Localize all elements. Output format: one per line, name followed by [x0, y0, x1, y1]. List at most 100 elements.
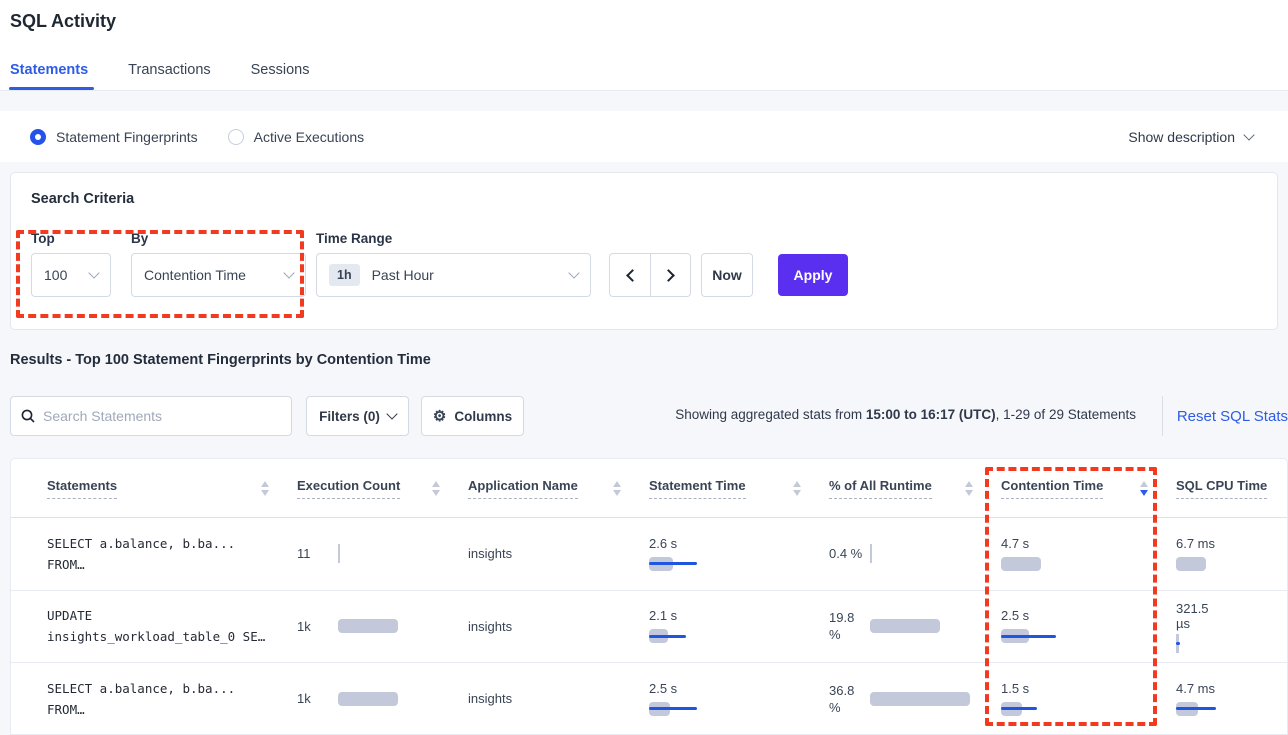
column-header-label: Execution Count — [297, 478, 401, 499]
view-toggle-bar: Statement Fingerprints Active Executions… — [0, 111, 1288, 162]
search-input[interactable] — [43, 408, 281, 424]
tab-sessions[interactable]: Sessions — [250, 62, 310, 78]
contention-time-cell: 4.7 s — [1001, 536, 1176, 572]
cell-value: insights — [468, 618, 513, 634]
time-range-label: Time Range — [316, 231, 393, 246]
contention-time-cell: 2.5 s — [1001, 608, 1176, 644]
tab-bar: Statements Transactions Sessions — [8, 62, 310, 90]
contention-time-bar — [1001, 556, 1176, 572]
bar-gray-segment — [338, 691, 398, 706]
bar-blue-line — [649, 562, 697, 566]
column-header-application-name[interactable]: Application Name — [468, 478, 649, 499]
sort-asc-icon — [793, 480, 801, 487]
time-range-value: Past Hour — [371, 267, 434, 283]
runtime-pct-cell: 0.4 % — [829, 543, 1001, 563]
column-header-statements[interactable]: Statements — [47, 478, 297, 499]
column-header--of-all-runtime[interactable]: % of All Runtime — [829, 478, 1001, 499]
runtime-pct-bar — [870, 618, 1001, 634]
statement-line2: insights_workload_table_0 SE… — [47, 629, 266, 645]
chevron-left-icon — [625, 268, 639, 282]
sort-arrows-icon — [432, 480, 440, 496]
filters-button[interactable]: Filters (0) — [306, 396, 409, 436]
bar-gray-segment — [870, 619, 940, 634]
aggregated-stats-text: Showing aggregated stats from 15:00 to 1… — [675, 407, 1136, 422]
application-name-cell: insights — [468, 546, 649, 561]
statement-line2: FROM… — [47, 701, 85, 717]
sort-asc-icon — [261, 480, 269, 487]
apply-button[interactable]: Apply — [778, 254, 848, 296]
sql-cpu-time-bar — [1176, 633, 1287, 653]
radio-statement-fingerprints[interactable]: Statement Fingerprints — [30, 128, 198, 145]
column-header-execution-count[interactable]: Execution Count — [297, 478, 468, 499]
execution-count-cell: 11 — [297, 543, 468, 563]
cell-value: 2.5 s — [649, 680, 678, 696]
cell-value: 1k — [297, 691, 311, 707]
chevron-down-icon — [1243, 128, 1255, 141]
chevron-down-icon — [568, 267, 580, 279]
sort-desc-icon — [793, 489, 801, 496]
cell-value: 11 — [297, 546, 311, 562]
by-dropdown[interactable]: Contention Time — [131, 253, 306, 297]
search-box — [10, 396, 292, 436]
statement-cell[interactable]: SELECT a.balance, b.ba... FROM… — [47, 678, 297, 720]
column-header-contention-time[interactable]: Contention Time — [1001, 478, 1176, 499]
table-controls-row: Filters (0) ⚙ Columns Showing aggregated… — [10, 396, 1288, 436]
cell-value: 2.1 s — [649, 608, 678, 624]
chevron-down-icon — [88, 267, 100, 279]
execution-count-bar — [338, 618, 468, 634]
by-value: Contention Time — [144, 267, 246, 283]
column-header-label: Contention Time — [1001, 478, 1104, 499]
stats-time-range: 15:00 to 16:17 (UTC) — [865, 407, 996, 422]
runtime-pct-cell: 19.8% — [829, 609, 1001, 643]
tab-transactions[interactable]: Transactions — [128, 62, 211, 78]
cell-value: 36.8% — [829, 682, 855, 715]
table-row: UPDATE insights_workload_table_0 SE… 1k ins… — [11, 591, 1287, 663]
previous-time-button[interactable] — [610, 254, 650, 296]
cell-value: 4.7 s — [1001, 535, 1030, 551]
cell-value: 0.4 % — [829, 546, 863, 562]
sort-desc-icon — [432, 489, 440, 496]
time-range-dropdown[interactable]: 1h Past Hour — [316, 253, 591, 297]
statement-cell[interactable]: SELECT a.balance, b.ba... FROM… — [47, 533, 297, 575]
reset-sql-stats-link[interactable]: Reset SQL Stats — [1176, 407, 1288, 425]
radio-active-executions[interactable]: Active Executions — [227, 128, 364, 145]
show-description-toggle[interactable]: Show description — [1128, 128, 1255, 145]
bar-gray-segment — [1001, 556, 1041, 571]
column-header-sql-cpu-time[interactable]: SQL CPU Time — [1176, 478, 1287, 499]
statement-cell[interactable]: UPDATE insights_workload_table_0 SE… — [47, 605, 297, 647]
sort-arrows-icon — [965, 480, 973, 496]
search-criteria-heading: Search Criteria — [31, 191, 135, 207]
bar-gray-segment — [338, 543, 340, 563]
sql-cpu-time-cell: 6.7 ms — [1176, 536, 1287, 572]
cell-value: 1k — [297, 618, 311, 634]
sort-arrows-icon — [793, 480, 801, 496]
sort-asc-icon — [1140, 480, 1148, 487]
sql-cpu-time-bar — [1176, 556, 1287, 572]
cell-value: 4.7 ms — [1176, 680, 1216, 696]
columns-button[interactable]: ⚙ Columns — [421, 396, 524, 436]
statement-line1: SELECT a.balance, b.ba... — [47, 680, 236, 696]
radio-unselected-icon — [227, 128, 244, 145]
column-header-label: SQL CPU Time — [1176, 478, 1268, 499]
sql-cpu-time-bar — [1176, 701, 1287, 717]
table-row: SELECT a.balance, b.ba... FROM… 11 insights… — [11, 518, 1287, 591]
top-dropdown[interactable]: 100 — [31, 253, 111, 297]
statement-time-cell: 2.5 s — [649, 681, 829, 717]
bar-blue-line — [1001, 634, 1056, 638]
next-time-button[interactable] — [650, 254, 690, 296]
app-header: SQL Activity Statements Transactions Ses… — [0, 0, 1288, 91]
statement-time-cell: 2.6 s — [649, 536, 829, 572]
column-header-statement-time[interactable]: Statement Time — [649, 478, 829, 499]
filters-label: Filters (0) — [319, 408, 380, 424]
reset-sql-stats-wrap: Reset SQL Stats — [1161, 396, 1288, 436]
execution-count-cell: 1k — [297, 618, 468, 635]
runtime-pct-bar — [870, 543, 1001, 563]
sort-desc-icon — [613, 489, 621, 496]
bar-blue-line — [1001, 707, 1037, 711]
chevron-down-icon — [386, 408, 398, 420]
now-button[interactable]: Now — [701, 253, 753, 297]
bar-blue-line — [649, 707, 697, 711]
column-header-label: Statement Time — [649, 478, 746, 499]
statement-time-cell: 2.1 s — [649, 608, 829, 644]
tab-statements[interactable]: Statements — [8, 62, 95, 90]
